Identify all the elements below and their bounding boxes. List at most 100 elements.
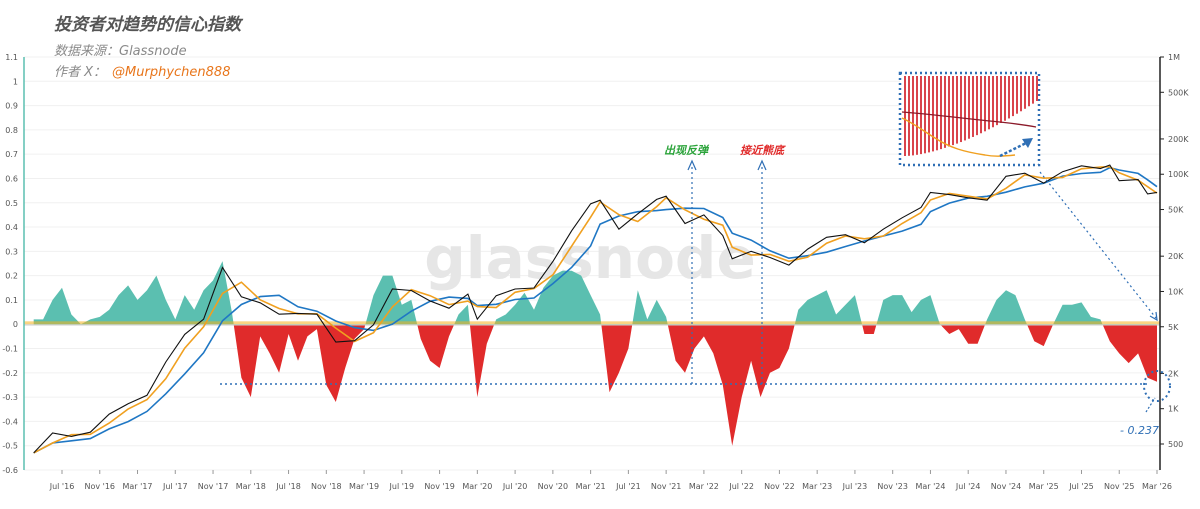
right-tick-label: 1K [1168,405,1179,414]
left-tick-label: 0.7 [5,150,18,159]
left-tick-label: -0.3 [2,393,18,402]
right-tick-label: 500K [1168,88,1189,97]
inset-bar [1028,76,1030,107]
left-tick-label: -0.2 [2,369,18,378]
inset-bar [984,76,986,132]
left-tick-label: -0.6 [2,466,18,475]
x-tick-label: Jul '16 [49,482,75,491]
author-handle[interactable]: @Murphychen888 [112,65,231,80]
right-tick-label: 10K [1168,287,1184,296]
left-axis: 1.1 1 0.9 0.8 0.7 0.6 0.5 0.4 0.3 0.2 0.1 0 -0.1 -0.2… [2,53,25,475]
left-tick-label: -0.5 [2,442,18,451]
current-value-circle [1143,370,1171,402]
x-tick-label: Mar '22 [689,482,719,491]
x-tick-label: Mar '21 [576,482,606,491]
confidence-areas [24,261,1160,446]
right-tick-label: 1M [1168,53,1180,62]
x-tick-label: Nov '24 [991,482,1022,491]
inset-bar [972,76,974,137]
inset-bar [1024,76,1026,109]
right-tick-label: 2K [1168,369,1179,378]
inset-zoom [898,71,1041,167]
inset-bar [952,76,954,146]
left-tick-label: 0.1 [5,296,18,305]
left-tick-label: 0 [13,320,18,329]
x-tick-label: Mar '20 [462,482,492,491]
left-tick-label: 0.8 [5,126,18,135]
rebound-arrow-head [687,159,697,171]
inset-bar [912,76,914,156]
author-label: 作者 X： @Murphychen888 [54,61,230,80]
inset-bar [980,76,982,134]
right-tick-label: 500 [1168,440,1183,449]
inset-bar [1012,76,1014,117]
left-tick-label: -0.1 [2,345,18,354]
inset-pointer-head [1149,311,1158,322]
inset-bar [1016,76,1018,114]
left-tick-label: 0.2 [5,272,18,281]
inset-bar [940,76,942,150]
x-tick-label: Mar '24 [915,482,945,491]
negative-confidence-area [233,325,1157,446]
inset-bar [992,76,994,128]
x-tick-label: Jul '18 [275,482,301,491]
inset-bar [904,76,906,156]
bottom-arrow-head [757,159,767,171]
data-source-label: 数据来源：Glassnode [54,44,187,59]
inset-bar [948,76,950,147]
inset-bar [1036,76,1038,101]
x-tick-label: Mar '18 [236,482,266,491]
watermark: glassnode [424,224,756,292]
inset-bar [964,76,966,141]
inset-bar [988,76,990,130]
inset-bar [956,76,958,144]
inset-bar [1004,76,1006,121]
inset-bar [936,76,938,151]
left-tick-label: 1 [13,77,18,86]
x-tick-label: Jul '17 [162,482,188,491]
x-tick-label: Nov '23 [877,482,908,491]
current-value-pointer [1145,397,1156,413]
left-tick-label: 0.4 [5,223,18,232]
right-tick-label: 200K [1168,135,1189,144]
x-tick-label: Jul '23 [842,482,868,491]
x-tick-label: Jul '21 [615,482,641,491]
x-tick-label: Nov '19 [424,482,455,491]
inset-bar [1020,76,1022,112]
inset-bar [968,76,970,139]
left-tick-label: 0.6 [5,174,18,183]
inset-bar [976,76,978,136]
near-bottom-label: 接近熊底 [740,144,786,157]
inset-bar [996,76,998,126]
x-tick-label: Jul '25 [1068,482,1094,491]
x-tick-label: Jul '24 [955,482,981,491]
right-tick-label: 100K [1168,170,1189,179]
x-tick-label: Jul '19 [389,482,415,491]
inset-bar [908,76,910,156]
short-moving-average [33,165,1158,454]
x-tick-label: Nov '22 [764,482,795,491]
x-tick-label: Mar '23 [802,482,832,491]
right-axis: 1M 500K 200K 100K 50K 20K 10K 5K 2K 1K 500 [1159,53,1189,470]
price-lines [33,164,1158,454]
left-tick-label: 0.5 [5,199,18,208]
inset-bar [916,76,918,155]
x-tick-label: Nov '17 [198,482,229,491]
x-tick-label: Mar '26 [1142,482,1172,491]
author-prefix: 作者 X： [54,65,107,80]
inset-bar [1008,76,1010,119]
inset-bar [1000,76,1002,123]
left-tick-label: 1.1 [5,53,18,62]
x-axis: Jul '16 Nov '16 Mar '17 Jul '17 Nov '17 Mar '… [49,470,1172,491]
x-tick-label: Nov '20 [538,482,569,491]
neutral-band [24,321,1160,325]
left-tick-label: 0.9 [5,102,18,111]
inset-bar [920,76,922,155]
positive-confidence-area [33,261,1157,325]
inset-long-ma [901,111,1037,128]
inset-arrow-head [1022,138,1033,148]
left-tick-label: -0.4 [2,417,18,426]
inset-bar [960,76,962,143]
left-tick-label: 0.3 [5,247,18,256]
